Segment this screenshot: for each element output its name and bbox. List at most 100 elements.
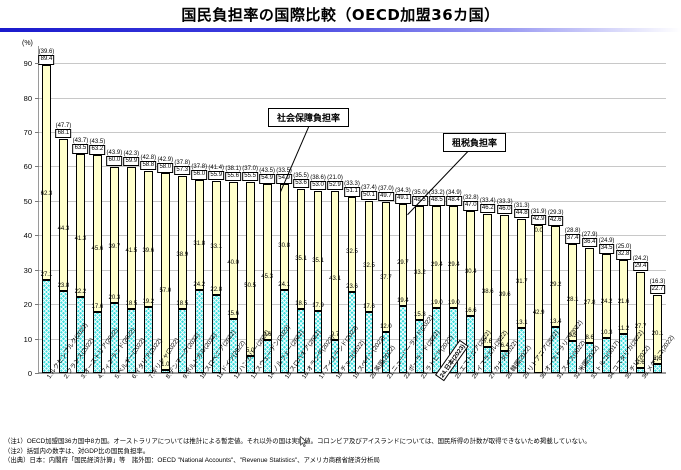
bar-segment-tax bbox=[517, 218, 527, 328]
y-axis-tick-label: 60 bbox=[23, 162, 32, 172]
bar-column[interactable]: (33.5) 54.9 30.8 24.1 bbox=[276, 46, 292, 373]
bar-label-gdp-ratio: (37.4) bbox=[361, 184, 377, 191]
bar-column[interactable]: (33.3) 46.0 39.6 6.4 bbox=[496, 46, 513, 373]
bar-label-social-value: 2.6 bbox=[653, 356, 662, 363]
bar-segment-social-security bbox=[568, 341, 578, 373]
bar-segment-social-security bbox=[636, 367, 645, 373]
bar-column[interactable]: (28.8) 37.4 28.1 9.3 bbox=[564, 46, 581, 373]
bar-label-tax-value: 41.5 bbox=[125, 248, 138, 255]
bar-label-gdp-ratio: (37.0) bbox=[378, 185, 394, 192]
bar-segment-social-security bbox=[585, 343, 595, 373]
bar-label-social-value: 7.6 bbox=[483, 338, 492, 345]
bar-label-total: 89.4 bbox=[38, 55, 55, 65]
bar-column[interactable]: (29.3) 42.6 29.2 13.4 bbox=[547, 46, 564, 373]
bar-label-total: 55.5 bbox=[242, 171, 258, 182]
bar-label-tax-value: 31.8 bbox=[193, 241, 206, 248]
bar-label-gdp-ratio: (43.9) bbox=[106, 150, 123, 157]
bar-label-gdp-ratio: (43.7) bbox=[72, 138, 89, 145]
bar-label-tax-value: 43.1 bbox=[329, 276, 341, 283]
bar-segment-tax bbox=[296, 188, 306, 310]
bar-column[interactable]: (27.9) 36.4 27.8 8.6 bbox=[581, 46, 598, 373]
bar-column[interactable]: (33.2) 48.5 29.4 19.0 bbox=[429, 46, 445, 373]
bar-column[interactable]: (39.6) 89.4 62.3 27.1 bbox=[38, 46, 55, 373]
bar-label-total: 68.1 bbox=[55, 128, 72, 139]
bar-column[interactable]: (43.7) 63.5 41.3 22.2 bbox=[72, 46, 89, 373]
bar-label-gdp-ratio: (35.5) bbox=[293, 172, 309, 179]
bar-column[interactable]: (41.4) 55.9 33.1 22.8 bbox=[208, 46, 225, 373]
y-axis-line bbox=[38, 46, 39, 373]
title-bar: 国民負担率の国際比較（OECD加盟36カ国） bbox=[0, 0, 681, 28]
bar-segment-tax bbox=[262, 184, 272, 340]
bar-column[interactable]: (43.5) 54.9 45.3 9.6 bbox=[259, 46, 275, 373]
bar-column[interactable]: (43.9) 60.0 39.7 20.3 bbox=[106, 46, 123, 373]
bar-segment-social-security bbox=[415, 320, 425, 373]
bar-label-gdp-ratio: (38.6) bbox=[310, 174, 326, 181]
bar-column[interactable]: (42.8) 58.8 39.6 19.2 bbox=[140, 46, 157, 373]
bar-column[interactable]: (33.3) 51.1 32.5 23.6 bbox=[344, 46, 360, 373]
bar-label-social-value: 24.2 bbox=[193, 281, 206, 288]
bar-column[interactable]: (35.5) 53.6 35.1 18.5 bbox=[293, 46, 309, 373]
bar-column[interactable]: (34.3) 49.1 29.7 19.4 bbox=[395, 46, 411, 373]
bar-label-gdp-ratio: (24.9) bbox=[598, 238, 615, 245]
bar-column[interactable]: (32.8) 47.0 30.4 16.6 bbox=[462, 46, 479, 373]
bar-column[interactable]: (24.2) 29.4 27.7 1.6 bbox=[632, 46, 649, 373]
bar-label-total: 46.2 bbox=[479, 203, 496, 214]
y-axis-tick-mark bbox=[35, 97, 39, 99]
bar-label-total: 49.7 bbox=[378, 191, 394, 202]
bar-label-tax-value: 20.1 bbox=[651, 330, 664, 337]
bar-column[interactable]: (47.7) 68.1 44.3 23.8 bbox=[55, 46, 72, 373]
bar-column[interactable]: (16.3) 22.7 20.1 2.6 bbox=[649, 46, 666, 373]
bar-label-gdp-ratio: (28.8) bbox=[564, 228, 581, 235]
bar-label-tax-value: 31.7 bbox=[515, 279, 528, 286]
bar-segment-tax bbox=[347, 197, 357, 292]
bar-column[interactable]: (25.0) 32.8 21.6 11.2 bbox=[615, 46, 632, 373]
bar-column[interactable]: (38.1) 55.6 40.0 15.6 bbox=[225, 46, 242, 373]
bar-label-social-value: 9.3 bbox=[568, 333, 577, 339]
bar-column[interactable]: (31.3) 44.8 31.7 13.1 bbox=[513, 46, 530, 373]
bar-label-total: 42.6 bbox=[547, 216, 564, 226]
bar-column[interactable]: (37.0) 49.7 37.7 12.0 bbox=[378, 46, 394, 373]
bar-column[interactable]: (37.8) 56.0 31.8 24.2 bbox=[191, 46, 208, 373]
bar-label-social-value: 19.4 bbox=[397, 298, 409, 305]
bar-label-total: 63.5 bbox=[72, 144, 89, 154]
bar-label-tax-value: 50.5 bbox=[244, 282, 256, 289]
callout-social-security-rate: 社会保障負担率 bbox=[268, 108, 350, 127]
bar-column[interactable]: (31.9) 42.9 42.9 0.0 bbox=[530, 46, 547, 373]
bar-label-social-value: 19.2 bbox=[142, 298, 155, 305]
bar-column[interactable]: (21.0) 52.9 43.1 9.7 bbox=[327, 46, 343, 373]
bar-column[interactable]: (37.8) 57.3 38.9 18.5 bbox=[174, 46, 191, 373]
bar-label-total: 57.3 bbox=[174, 165, 191, 176]
bar-label-gdp-ratio: (41.4) bbox=[208, 164, 225, 171]
bar-column[interactable]: (37.4) 50.1 32.5 17.6 bbox=[361, 46, 377, 373]
bar-label-total: 58.0 bbox=[157, 163, 174, 173]
bar-label-gdp-ratio: (42.3) bbox=[123, 150, 140, 157]
bar-label-gdp-ratio: (43.5) bbox=[89, 139, 106, 146]
bar-label-tax-value: 27.7 bbox=[634, 324, 647, 331]
bar-label-total: 58.8 bbox=[140, 160, 157, 171]
bar-column[interactable]: (43.5) 63.2 45.6 17.6 bbox=[89, 46, 106, 373]
bar-column[interactable]: (38.6) 53.0 35.1 17.9 bbox=[310, 46, 326, 373]
bar-segment-tax bbox=[653, 294, 662, 365]
bar-label-total: 32.8 bbox=[615, 250, 632, 260]
bar-column[interactable]: (33.4) 46.2 38.6 7.6 bbox=[479, 46, 496, 373]
bar-label-tax-value: 37.7 bbox=[380, 275, 392, 282]
bar-column[interactable]: (42.9) 58.0 57.0 1.0 bbox=[157, 46, 174, 373]
bar-column[interactable]: (34.9) 48.4 29.4 19.0 bbox=[445, 46, 462, 373]
bar-label-social-value: 22.8 bbox=[210, 286, 223, 293]
bar-label-social-value: 23.8 bbox=[57, 283, 70, 290]
bar-column[interactable]: (24.9) 34.5 24.2 10.3 bbox=[598, 46, 615, 373]
bar-label-tax-value: 45.6 bbox=[91, 245, 104, 252]
bar-column[interactable]: (37.0) 55.5 50.5 5.0 bbox=[242, 46, 258, 373]
bar-label-tax-value: 40.0 bbox=[227, 259, 240, 266]
bar-segment-tax bbox=[466, 211, 476, 316]
bar-label-tax-value: 38.6 bbox=[481, 289, 494, 296]
bar-segment-social-security bbox=[347, 291, 357, 373]
y-axis-tick-label: 90 bbox=[23, 59, 32, 69]
bar-label-tax-value: 33.2 bbox=[414, 269, 426, 276]
bar-segment-social-security bbox=[109, 303, 119, 373]
y-axis-tick-label: 80 bbox=[23, 93, 32, 103]
bar-column[interactable]: (42.3) 59.9 41.5 18.5 bbox=[123, 46, 140, 373]
bar-label-social-value: 12.0 bbox=[380, 323, 392, 330]
bar-label-gdp-ratio: (33.3) bbox=[344, 181, 360, 188]
bar-segment-tax bbox=[568, 244, 578, 341]
